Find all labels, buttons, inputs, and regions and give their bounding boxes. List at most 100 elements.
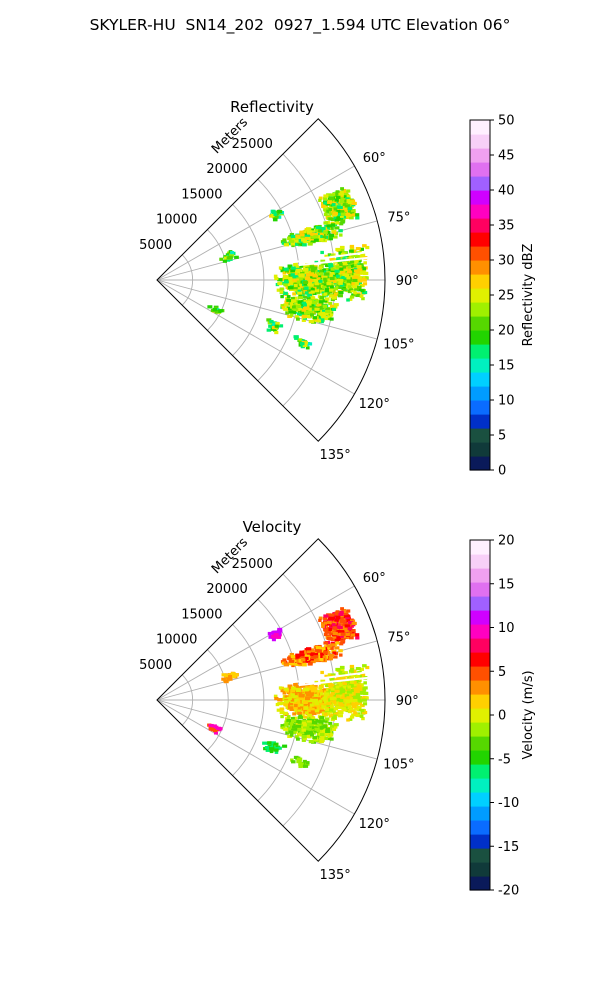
echo-gate — [304, 234, 310, 238]
echo-gate — [356, 265, 362, 269]
angle-tick-label: 105° — [383, 338, 414, 353]
echo-gate — [353, 683, 358, 687]
echo-gate — [348, 249, 354, 253]
echo-gate — [339, 262, 343, 267]
colorbar-segment — [470, 736, 490, 751]
echo-gate — [301, 694, 306, 698]
echo-gate — [333, 280, 338, 284]
echo-gate — [351, 705, 357, 709]
echo-gate — [348, 717, 353, 721]
colorbar-segment — [470, 750, 490, 765]
colorbar-segment — [470, 260, 490, 275]
echo-gate — [349, 715, 355, 719]
echo-gate — [326, 644, 332, 648]
echo-gate — [355, 693, 361, 698]
echo-gate — [341, 276, 347, 280]
echo-gate — [304, 277, 311, 281]
echo-gate — [318, 695, 323, 699]
echo-gate — [298, 727, 303, 732]
echo-gate — [309, 716, 316, 720]
echo-gate — [290, 654, 296, 659]
colorbar-segment — [470, 190, 490, 205]
echo-gate — [305, 708, 311, 712]
echo-gate — [330, 267, 335, 271]
echo-gate — [339, 214, 344, 218]
echo-gate — [332, 625, 338, 629]
echo-gate — [313, 720, 318, 725]
echo-gate — [298, 238, 303, 243]
sector-frame — [156, 538, 386, 862]
echo-gate — [319, 709, 325, 713]
echo-gate — [335, 610, 340, 614]
echo-gate — [331, 307, 336, 311]
echo-gate — [290, 689, 296, 693]
echo-gate — [316, 284, 321, 288]
echo-gate — [310, 693, 314, 697]
echo-gate — [359, 703, 365, 708]
echo-gate — [306, 659, 311, 663]
echo-gate — [286, 718, 292, 722]
echo-gate — [338, 192, 344, 197]
echo-gate — [355, 633, 360, 637]
echo-gate — [271, 322, 277, 326]
echo-gate — [314, 652, 319, 656]
azimuth-spoke — [156, 699, 355, 815]
sector-frame — [156, 118, 386, 442]
echo-gate — [316, 299, 322, 303]
echo-gate — [273, 215, 279, 219]
echo-gate — [284, 695, 289, 699]
colorbar-segment — [470, 428, 490, 443]
colorbar-segment — [470, 680, 490, 695]
echo-gate — [311, 235, 316, 239]
echo-gate — [355, 247, 361, 251]
echo-gate — [334, 226, 340, 230]
echo-gate — [339, 222, 344, 226]
echo-gate — [289, 302, 294, 306]
echo-gate — [310, 652, 314, 656]
echo-gate — [312, 700, 317, 704]
echo-gate — [297, 296, 304, 300]
colorbar-tick-label: 5 — [498, 429, 506, 444]
echo-gate — [345, 212, 350, 216]
echo-gate — [350, 709, 356, 713]
echo-gate — [308, 739, 315, 744]
colorbar-segment — [470, 610, 490, 625]
echo-gate — [355, 273, 361, 278]
echo-gate — [320, 318, 325, 322]
echo-gate — [271, 634, 276, 639]
echo-gate — [283, 687, 289, 691]
echo-gate — [314, 275, 319, 279]
echo-gate — [338, 285, 343, 289]
echo-gate — [273, 633, 279, 637]
echo-gate — [301, 314, 308, 319]
echo-gate — [302, 687, 308, 692]
echo-gate — [344, 624, 350, 628]
echo-gate — [357, 288, 362, 292]
echo-gate — [346, 699, 352, 703]
echo-gate — [303, 341, 308, 345]
echo-gate — [360, 288, 365, 293]
echo-gate — [297, 291, 302, 295]
echo-gate — [234, 255, 239, 259]
echo-gate — [290, 234, 296, 239]
angle-tick-label: 120° — [359, 397, 390, 412]
echo-gate — [316, 704, 321, 708]
echo-gate — [289, 232, 295, 237]
echo-gate — [339, 274, 344, 278]
echo-gate — [298, 764, 303, 769]
colorbar-segment — [470, 862, 490, 877]
echo-gate — [310, 273, 314, 277]
azimuth-spoke — [156, 585, 355, 701]
echo-gate — [329, 274, 333, 278]
echo-gate — [292, 275, 298, 279]
echo-gate — [288, 239, 295, 243]
echo-gate — [298, 693, 303, 697]
echo-gate — [314, 289, 320, 293]
echo-gate — [309, 265, 315, 269]
echo-gate — [266, 328, 272, 332]
echo-gate — [328, 233, 335, 237]
echo-gate — [338, 281, 343, 285]
azimuth-spoke — [156, 165, 355, 281]
echo-gate — [214, 310, 219, 314]
echo-gate — [322, 285, 327, 289]
